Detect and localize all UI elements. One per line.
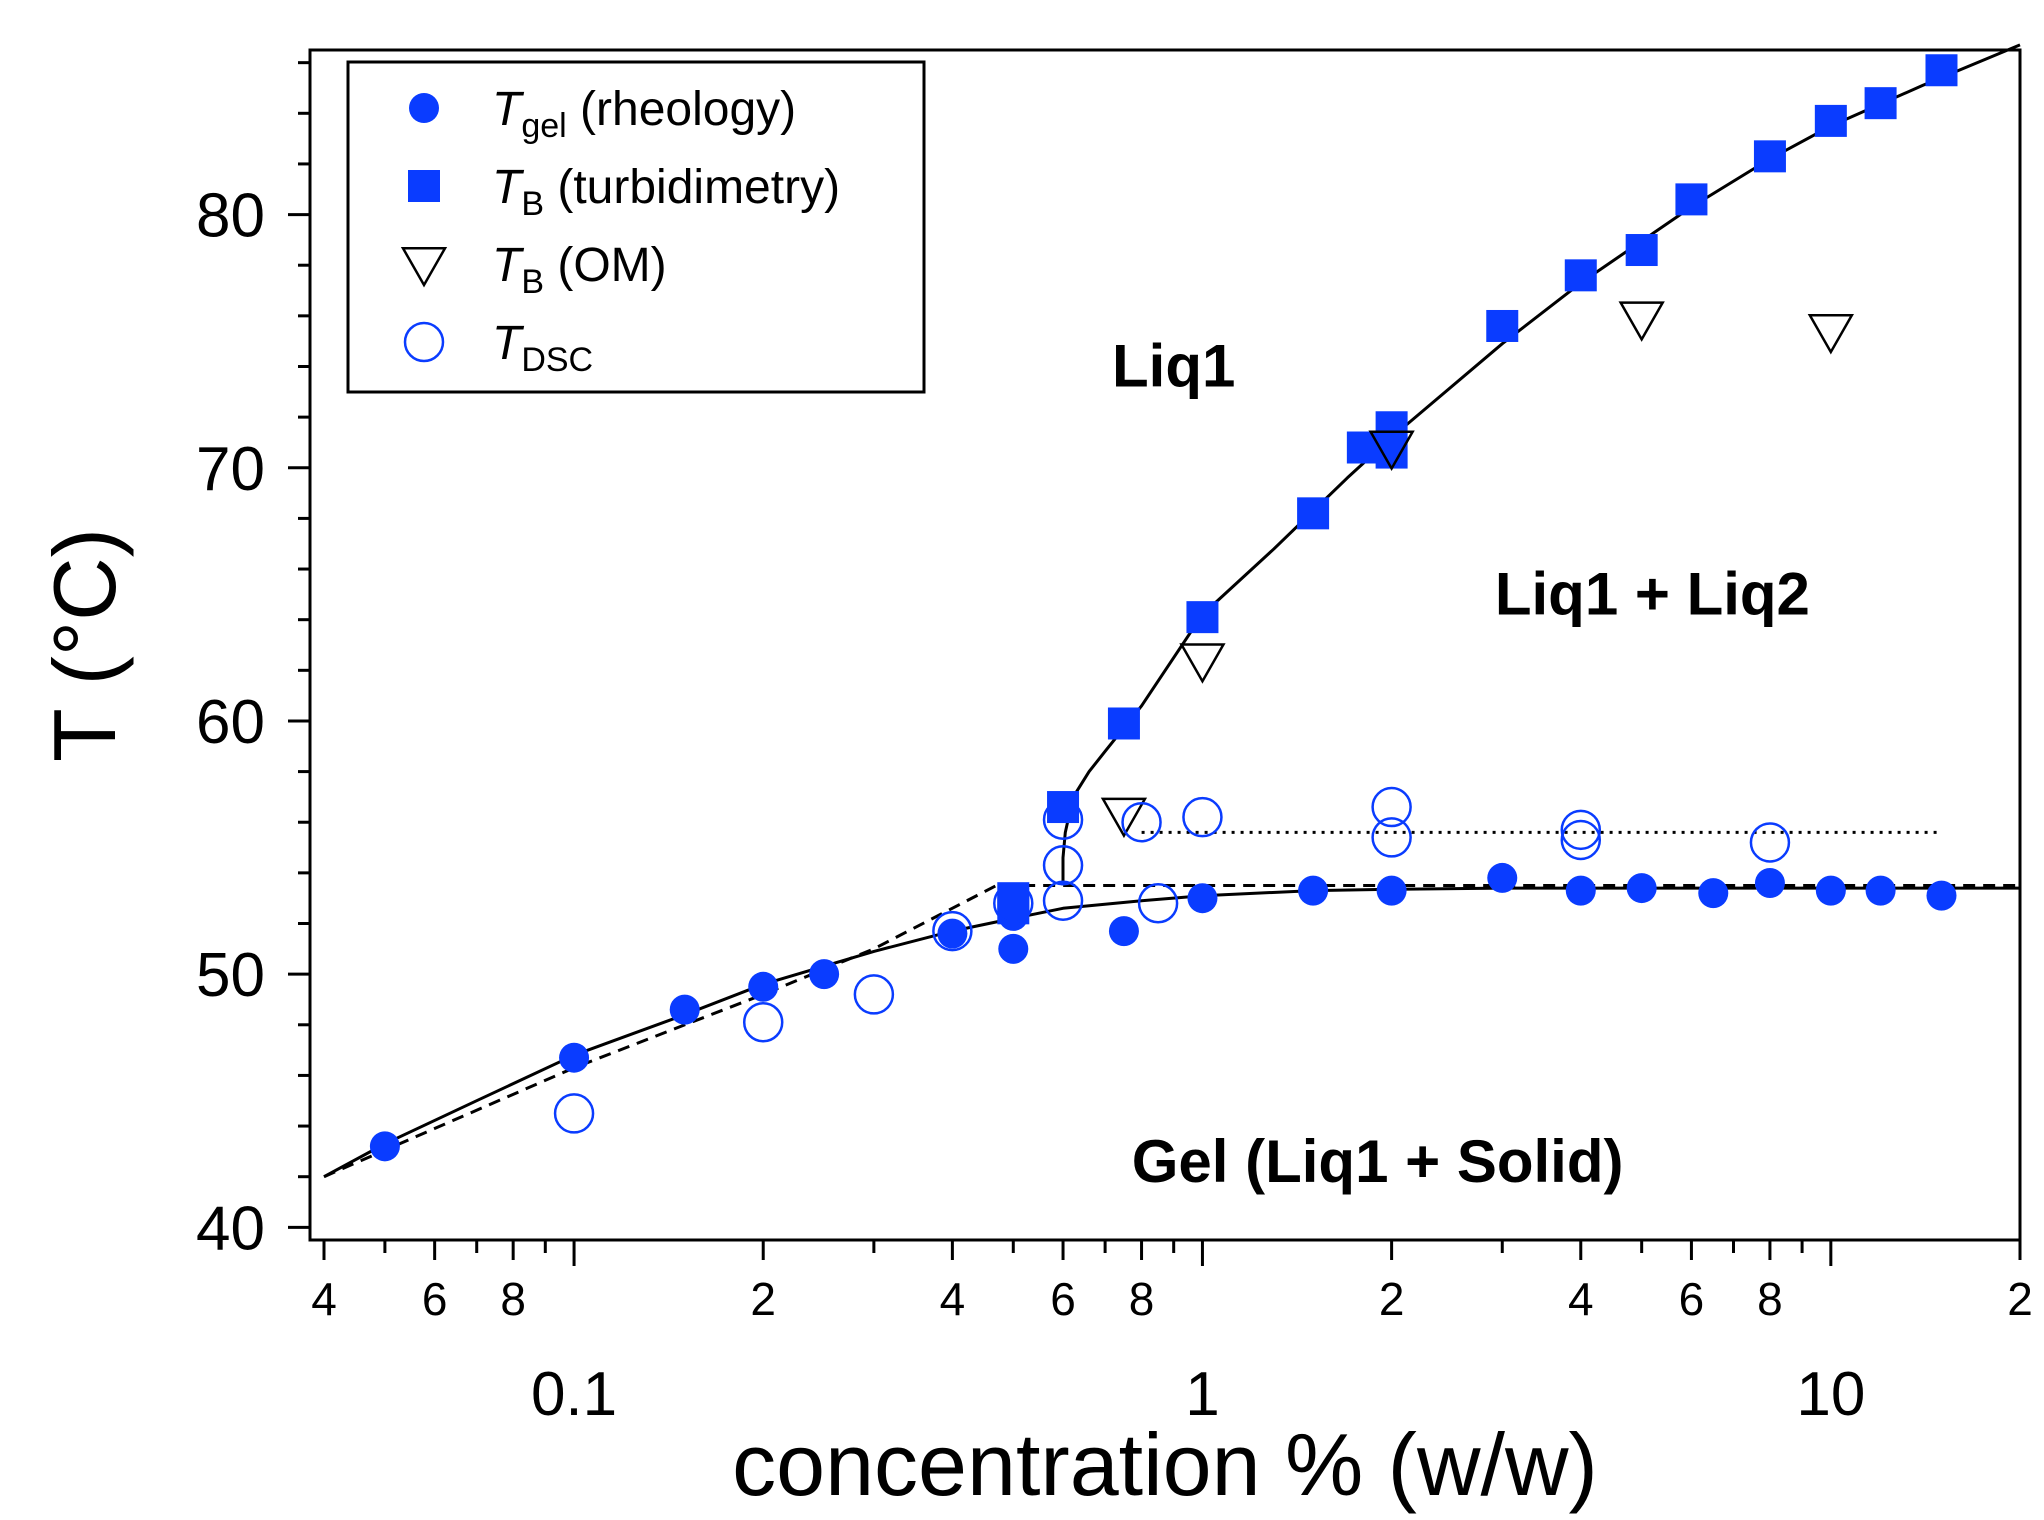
data-point (1925, 54, 1958, 87)
legend-box (346, 60, 926, 394)
data-point (1179, 643, 1226, 684)
data-point (1625, 234, 1658, 267)
data-point (1560, 809, 1602, 851)
data-point (1753, 140, 1786, 173)
y-tick-label: 50 (196, 941, 265, 1010)
region-annotations: Liq1 Liq1 + Liq2 Gel (Liq1 + Solid) (1112, 333, 1810, 1195)
data-point (853, 974, 895, 1015)
data-point (1100, 797, 1148, 839)
data-point (1814, 104, 1847, 137)
data-point (1815, 875, 1846, 906)
data-point (1186, 601, 1219, 634)
y-tick-label: 40 (196, 1194, 265, 1263)
data-point (1371, 817, 1412, 858)
x-minor-tick-label: 2 (2007, 1273, 2033, 1325)
x-minor-tick-label: 2 (1379, 1273, 1405, 1325)
data-point (1565, 875, 1596, 906)
y-tick-labels: 40 50 60 70 80 (196, 182, 265, 1264)
data-point (1371, 786, 1412, 828)
data-point (1749, 822, 1791, 863)
legend-symbol (403, 321, 445, 363)
x-decade-label: 10 (1796, 1360, 1865, 1429)
region-label: Gel (Liq1 + Solid) (1132, 1128, 1624, 1195)
data-point (1047, 791, 1080, 824)
data-point (998, 933, 1029, 964)
data-point (1375, 411, 1408, 444)
data-point (937, 918, 968, 949)
x-minor-tick-label: 6 (1679, 1273, 1705, 1325)
data-point (669, 994, 700, 1025)
data-point (1042, 799, 1084, 840)
y-tick-label: 60 (196, 688, 265, 757)
x-minor-tick-label: 4 (1568, 1273, 1594, 1325)
x-decade-label: 1 (1185, 1360, 1219, 1429)
x-minor-tick-label: 8 (1757, 1273, 1783, 1325)
data-point (1368, 430, 1415, 472)
data-point (1560, 819, 1602, 861)
data-markers (369, 54, 1958, 1162)
y-axis-title: T (°C) (35, 528, 134, 762)
region-label: Liq1 (1112, 333, 1235, 400)
x-minor-tick-label: 4 (940, 1273, 966, 1325)
data-point (993, 883, 1034, 924)
x-minor-tick-label: 6 (422, 1273, 448, 1325)
data-point (1107, 707, 1140, 740)
data-point (1108, 916, 1139, 947)
x-minor-tick-label: 8 (1129, 1273, 1155, 1325)
x-minor-tick-label: 4 (311, 1273, 337, 1325)
x-decade-label: 0.1 (531, 1360, 617, 1429)
data-point (1376, 875, 1407, 906)
data-point (1864, 87, 1897, 120)
x-axis-title: concentration % (w/w) (732, 1415, 1598, 1514)
data-point (1626, 873, 1657, 904)
plot-frame (308, 48, 2022, 1242)
data-point (553, 1093, 595, 1134)
data-point (809, 959, 840, 990)
axis-ticks (288, 61, 2022, 1266)
x-minor-tick-label: 2 (750, 1273, 776, 1325)
data-point (1754, 868, 1785, 898)
data-point (1564, 259, 1597, 292)
data-point (932, 910, 973, 952)
data-point (748, 971, 779, 1002)
data-point (1042, 845, 1084, 886)
data-point (369, 1131, 400, 1162)
region-label: Liq1 + Liq2 (1495, 561, 1810, 628)
data-point (1042, 880, 1084, 921)
legend-label: TB (turbidimetry) (492, 161, 840, 223)
data-point (1487, 862, 1518, 893)
data-point (1187, 883, 1218, 914)
data-point (1121, 801, 1162, 843)
fit-line (1061, 43, 2021, 886)
data-point (1137, 883, 1179, 924)
y-tick-label: 70 (196, 435, 265, 504)
data-point (1926, 880, 1957, 911)
data-point (1298, 875, 1329, 906)
data-point (742, 1002, 784, 1043)
legend: Tgel (rheology) TB (turbidimetry) TB (OM) T… (346, 60, 926, 394)
data-point (1297, 497, 1330, 530)
data-point (1675, 183, 1708, 216)
data-point (1182, 796, 1223, 838)
y-tick-label: 80 (196, 182, 265, 251)
legend-label: Tgel (rheology) (492, 83, 796, 145)
x-minor-tick-label: 6 (1050, 1273, 1076, 1325)
data-point (1807, 314, 1854, 355)
data-point (1486, 309, 1519, 342)
x-minor-tick-label: 8 (500, 1273, 526, 1325)
legend-label: TDSC (492, 317, 593, 379)
x-tick-labels: 4 6 8 2 4 6 8 2 4 6 8 20.1 1 10 (311, 1273, 2033, 1429)
legend-label: TB (OM) (492, 239, 667, 301)
legend-symbol (409, 93, 439, 123)
legend-symbol (400, 247, 448, 288)
data-point (559, 1042, 590, 1073)
data-point (1618, 301, 1665, 342)
data-point (1865, 875, 1896, 906)
data-point (1698, 878, 1729, 909)
legend-symbol (408, 170, 440, 202)
